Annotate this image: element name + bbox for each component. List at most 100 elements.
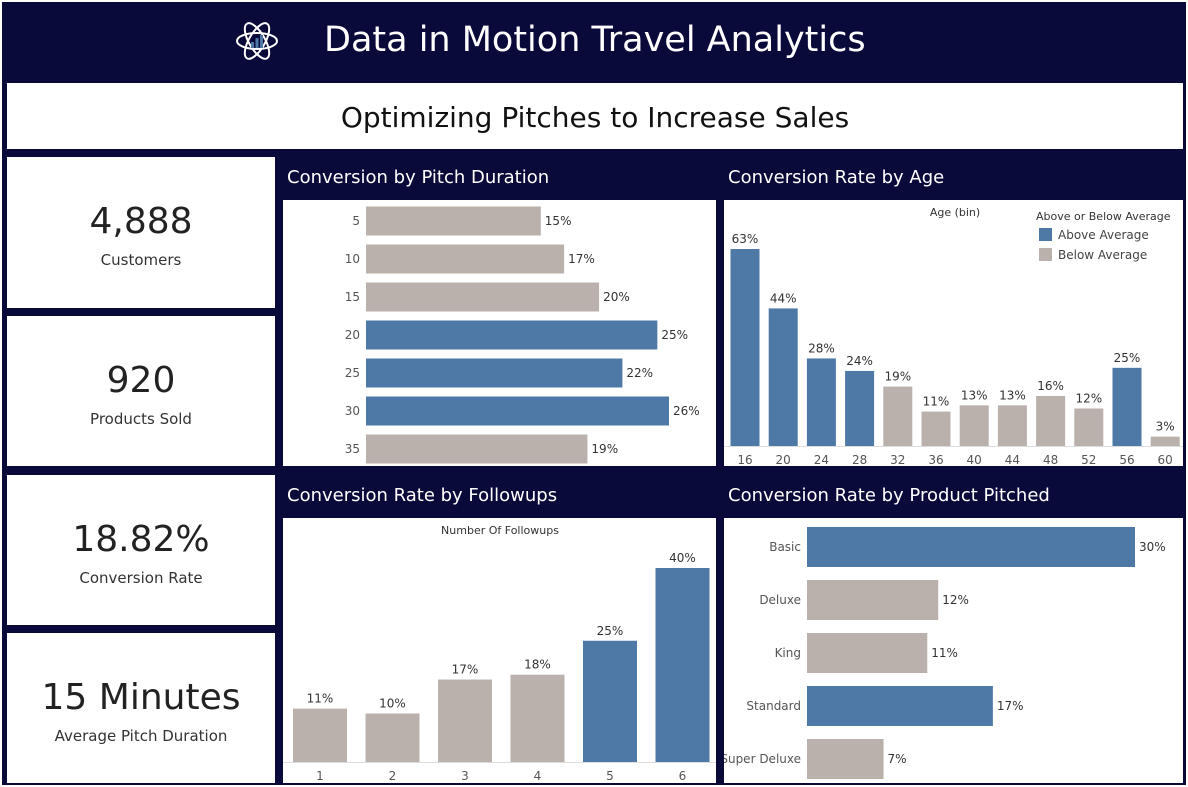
bar [438, 679, 492, 762]
data-label: 3% [1156, 420, 1175, 434]
bar [1074, 408, 1104, 446]
bar [807, 686, 993, 726]
bar [366, 244, 565, 274]
kpi-value: 15 Minutes [41, 677, 241, 718]
chart-panel-followups: Number Of Followups 11% 1 10% 2 17% 3 18% 4 25% 5 4… [283, 518, 716, 783]
panel-title-pitch-duration: Conversion by Pitch Duration [287, 167, 550, 188]
data-label: 44% [770, 291, 797, 305]
bar [807, 527, 1135, 567]
data-label: 20% [603, 290, 630, 304]
bar [1112, 367, 1142, 446]
bar [807, 633, 928, 673]
category-label: 1 [316, 769, 324, 783]
bar [1036, 395, 1066, 446]
bar [366, 434, 588, 464]
category-label: 60 [1158, 453, 1173, 466]
chart-pitch-duration: 5 15% 10 17% 15 20% 20 25% 25 22% 30 26% 35 19% [345, 206, 700, 464]
category-label: 16 [737, 453, 752, 466]
category-label: Basic [769, 540, 801, 554]
category-label: 44 [1005, 453, 1020, 466]
data-label: 63% [732, 232, 759, 246]
category-label: 20 [776, 453, 791, 466]
bar [883, 386, 913, 446]
category-label: 2 [389, 769, 397, 783]
data-label: 25% [1114, 351, 1141, 365]
panel-title-age: Conversion Rate by Age [728, 167, 945, 188]
category-label: 15 [345, 290, 360, 304]
bar [583, 640, 637, 762]
category-label: 52 [1081, 453, 1096, 466]
data-label: 13% [961, 388, 988, 402]
legend-swatch-below [1039, 248, 1052, 261]
kpi-value: 4,888 [89, 201, 193, 242]
bar [807, 580, 939, 620]
bar [730, 249, 760, 446]
app-title: Data in Motion Travel Analytics [324, 20, 866, 60]
category-label: 40 [967, 453, 982, 466]
data-label: 11% [931, 646, 958, 660]
data-label: 17% [997, 699, 1024, 713]
panel-title-followups: Conversion Rate by Followups [287, 485, 558, 506]
category-label: 25 [345, 366, 360, 380]
bar [921, 411, 951, 446]
category-label: 48 [1043, 453, 1058, 466]
bar [366, 358, 623, 388]
category-label: 32 [890, 453, 905, 466]
category-label: 4 [534, 769, 542, 783]
data-label: 24% [846, 354, 873, 368]
kpi-label: Products Sold [90, 410, 192, 428]
legend-entry: Below Average [1058, 248, 1147, 262]
atom-chart-icon [236, 22, 278, 60]
category-label: 36 [928, 453, 943, 466]
data-label: 17% [568, 252, 595, 266]
data-label: 30% [1139, 540, 1166, 554]
legend-entry: Above Average [1058, 228, 1149, 242]
data-label: 40% [669, 551, 696, 565]
data-label: 12% [1075, 391, 1102, 405]
category-label: King [775, 646, 801, 660]
bar [997, 405, 1027, 446]
kpi-card-conversion-rate: 18.82% Conversion Rate [7, 475, 275, 625]
bar [807, 739, 884, 779]
header-bar: Data in Motion Travel Analytics [2, 2, 1186, 82]
data-label: 13% [999, 388, 1026, 402]
bar [1150, 436, 1180, 446]
subtitle-bar: Optimizing Pitches to Increase Sales [7, 83, 1183, 149]
bar [655, 568, 710, 762]
category-label: 24 [814, 453, 829, 466]
kpi-label: Conversion Rate [79, 569, 203, 587]
data-label: 17% [452, 663, 479, 677]
legend-title: Above or Below Average [1036, 210, 1171, 223]
data-label: 28% [808, 341, 835, 355]
bar [366, 320, 658, 350]
chart-panel-product: Basic 30% Deluxe 12% King 11% Standard 17% Super… [720, 518, 1183, 783]
category-label: 6 [679, 769, 687, 783]
category-label: 30 [345, 404, 360, 418]
kpi-value: 18.82% [72, 519, 210, 560]
chart-header: Number Of Followups [441, 524, 559, 537]
data-label: 7% [888, 752, 907, 766]
kpi-card-avg-pitch-duration: 15 Minutes Average Pitch Duration [7, 633, 275, 783]
data-label: 22% [626, 366, 653, 380]
data-label: 11% [307, 692, 334, 706]
kpi-value: 920 [106, 360, 176, 401]
category-label: 28 [852, 453, 867, 466]
kpi-card-products-sold: 920 Products Sold [7, 316, 275, 466]
category-label: 56 [1119, 453, 1134, 466]
data-label: 11% [923, 395, 950, 409]
data-label: 12% [942, 593, 969, 607]
bar [366, 206, 541, 236]
chart-panel-age: Age (bin) 63% 16 44% 20 28% 24 24% 28 19% 32 11% 36 1… [724, 200, 1183, 467]
data-label: 15% [545, 214, 572, 228]
bar [768, 308, 798, 446]
chart-product: Basic 30% Deluxe 12% King 11% Standard 17% Super… [720, 527, 1166, 779]
data-label: 16% [1037, 379, 1064, 393]
page-subtitle: Optimizing Pitches to Increase Sales [340, 101, 850, 134]
category-label: 35 [345, 442, 360, 456]
bar [845, 370, 875, 446]
bar [959, 405, 989, 446]
bar [365, 713, 420, 762]
bar [806, 358, 836, 446]
data-label: 25% [661, 328, 688, 342]
